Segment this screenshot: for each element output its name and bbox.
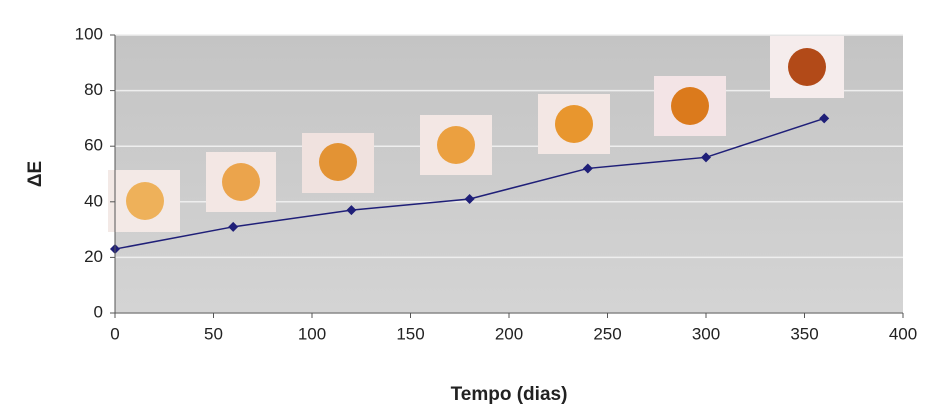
sample-photo: [222, 163, 260, 201]
sample-photo: [319, 143, 357, 181]
x-tick-label: 200: [495, 324, 523, 343]
sample-photo: [126, 182, 164, 220]
x-tick-label: 300: [692, 324, 720, 343]
x-tick-label: 350: [790, 324, 818, 343]
y-tick-label: 60: [84, 136, 103, 155]
x-tick-label: 50: [204, 324, 223, 343]
x-tick-label: 250: [593, 324, 621, 343]
x-tick-label: 0: [110, 324, 119, 343]
sample-photo: [788, 48, 826, 86]
sample-photo: [671, 87, 709, 125]
y-tick-label: 40: [84, 191, 103, 210]
y-tick-label: 100: [75, 24, 103, 43]
sample-photo: [437, 126, 475, 164]
chart: Tempo (dias) ΔE 0 20 40 60 80 100 0 50 100 150 200…: [0, 0, 941, 412]
sample-photo: [555, 105, 593, 143]
y-tick-label: 0: [94, 302, 103, 321]
x-axis-title: Tempo (dias): [451, 384, 568, 405]
y-tick-label: 20: [84, 247, 103, 266]
x-tick-label: 100: [298, 324, 326, 343]
x-tick-label: 400: [889, 324, 917, 343]
page: {"chart_data": {"type": "line", "x": [0,…: [0, 0, 941, 412]
y-tick-label: 80: [84, 80, 103, 99]
x-tick-label: 150: [396, 324, 424, 343]
y-axis-title: ΔE: [25, 161, 46, 187]
